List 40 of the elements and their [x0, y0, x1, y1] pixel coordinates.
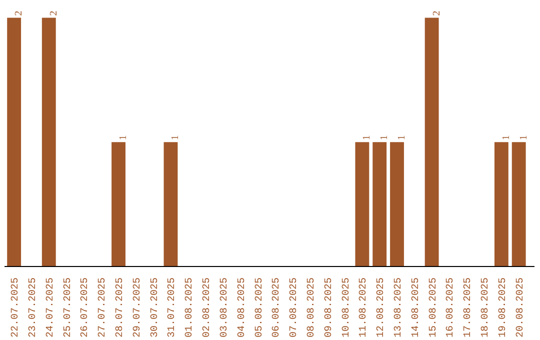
- data-label: 1: [396, 135, 408, 140]
- x-tick-label: 27.07.2025: [98, 277, 109, 338]
- x-tick-label: 10.08.2025: [341, 277, 352, 338]
- data-label: 1: [379, 135, 390, 140]
- x-tick-label: 13.08.2025: [393, 277, 404, 338]
- x-tick-label: 30.07.2025: [150, 277, 161, 338]
- x-tick-label: 12.08.2025: [376, 277, 388, 338]
- x-tick-label: 26.07.2025: [80, 277, 92, 338]
- x-tick-label: 09.08.2025: [324, 277, 335, 338]
- x-tick-label: 01.08.2025: [184, 277, 196, 338]
- x-tick-label: 08.08.2025: [306, 277, 318, 338]
- x-tick-label: 19.08.2025: [498, 277, 509, 338]
- x-tick-label: 03.08.2025: [219, 277, 230, 338]
- x-tick-label: 17.08.2025: [463, 277, 474, 338]
- x-tick-label: 06.08.2025: [272, 277, 283, 338]
- x-tick-label: 15.08.2025: [428, 277, 440, 338]
- x-tick-label: 31.07.2025: [167, 277, 178, 338]
- data-label: 1: [518, 135, 530, 140]
- x-tick-label: 02.08.2025: [202, 277, 214, 338]
- data-label: 1: [118, 135, 130, 140]
- x-tick-label: 25.07.2025: [62, 277, 74, 338]
- data-label: 2: [48, 10, 60, 16]
- x-tick-label: 16.08.2025: [446, 277, 457, 338]
- x-tick-label: 28.07.2025: [115, 277, 126, 338]
- x-tick-label: 22.07.2025: [10, 277, 22, 338]
- x-tick-label: 24.07.2025: [45, 277, 56, 338]
- x-tick-label: 05.08.2025: [254, 277, 266, 338]
- data-label: 2: [14, 10, 25, 16]
- x-tick-label: 14.08.2025: [410, 277, 422, 338]
- x-tick-label: 04.08.2025: [236, 277, 248, 338]
- x-tick-label: 18.08.2025: [480, 277, 492, 338]
- data-label: 2: [431, 10, 442, 16]
- x-tick-label: 11.08.2025: [358, 277, 370, 338]
- data-label: 1: [500, 135, 512, 140]
- x-tick-label: 07.08.2025: [289, 277, 300, 338]
- data-label: 1: [362, 135, 373, 140]
- x-tick-label: 23.07.2025: [28, 277, 39, 338]
- x-tick-label: 29.07.2025: [132, 277, 144, 338]
- x-tick-label: 20.08.2025: [515, 277, 526, 338]
- data-label: 1: [170, 135, 182, 140]
